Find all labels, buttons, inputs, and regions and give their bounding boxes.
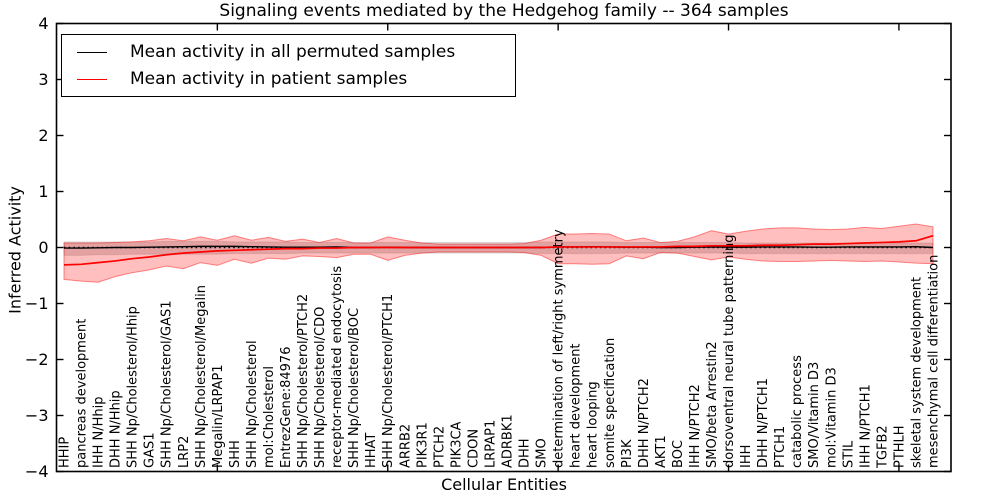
x-tick-label: IHH N/PTCH1 bbox=[858, 384, 873, 468]
x-tick-label: LRP2 bbox=[177, 436, 192, 468]
chart-title: Signaling events mediated by the Hedgeho… bbox=[219, 1, 789, 21]
x-tick-label: TGFB2 bbox=[875, 425, 890, 469]
x-tick-label: PTCH2 bbox=[432, 426, 447, 468]
patient-line-sample bbox=[77, 78, 107, 80]
x-tick-label: heart looping bbox=[586, 381, 601, 468]
x-tick-label: receptor-mediated endocytosis bbox=[330, 266, 345, 468]
y-axis-label: Inferred Activity bbox=[5, 186, 25, 314]
x-tick-label: ADRBK1 bbox=[501, 414, 516, 468]
legend-item-patient: Mean activity in patient samples bbox=[62, 69, 515, 89]
x-tick-label: EntrezGene:84976 bbox=[279, 347, 294, 468]
x-tick-label: PIK3R1 bbox=[415, 422, 430, 468]
x-tick-label: determination of left/right symmetry bbox=[552, 229, 567, 468]
x-tick-label: SHH Np/Cholesterol/Hhip bbox=[126, 306, 141, 468]
x-tick-label: IHH N/PTCH2 bbox=[688, 384, 703, 468]
y-tick-label: 1 bbox=[38, 182, 48, 201]
x-tick-label: HHAT bbox=[364, 433, 379, 468]
x-tick-label: DHH N/PTCH2 bbox=[637, 378, 652, 468]
x-tick-label: SMO/beta Arrestin2 bbox=[705, 341, 720, 468]
x-tick-label: SMO/Vitamin D3 bbox=[807, 362, 822, 468]
y-tick-label: 0 bbox=[38, 238, 48, 257]
x-tick-label: Megalin/LRPAP1 bbox=[211, 364, 226, 468]
x-tick-label: SHH bbox=[228, 440, 243, 468]
x-tick-label: SHH Np/Cholesterol/GAS1 bbox=[160, 300, 175, 468]
permuted-line-sample bbox=[77, 51, 107, 53]
x-tick-label: mesenchymal cell differentiation bbox=[927, 255, 942, 468]
x-tick-label: mol:Vitamin D3 bbox=[824, 367, 839, 468]
x-tick-label: DHH N/PTCH1 bbox=[756, 378, 771, 468]
x-tick-label: GAS1 bbox=[143, 433, 158, 469]
y-tick-label: 2 bbox=[38, 126, 48, 145]
x-tick-label: HHIP bbox=[58, 437, 73, 468]
legend-label-permuted: Mean activity in all permuted samples bbox=[130, 42, 456, 62]
patient-band bbox=[63, 223, 934, 283]
legend-item-permuted: Mean activity in all permuted samples bbox=[62, 42, 515, 62]
x-tick-label: dorsoventral neural tube patterning bbox=[722, 235, 737, 468]
x-tick-label: skeletal system development bbox=[909, 277, 924, 468]
y-tick-label: −4 bbox=[25, 462, 49, 481]
x-tick-label: IHH bbox=[739, 445, 754, 468]
x-tick-label: SHH Np/Cholesterol/CDO bbox=[313, 307, 328, 468]
y-tick-label: 4 bbox=[38, 14, 48, 33]
x-tick-label: catabolic process bbox=[790, 355, 805, 468]
x-tick-label: SMO bbox=[535, 438, 550, 468]
x-tick-label: SHH Np/Cholesterol/PTCH1 bbox=[381, 294, 396, 468]
y-tick-label: −1 bbox=[25, 294, 49, 313]
y-tick-label: −3 bbox=[25, 406, 49, 425]
x-tick-label: AKT1 bbox=[654, 435, 669, 468]
y-tick-label: −2 bbox=[25, 350, 49, 369]
x-tick-label: heart development bbox=[569, 343, 584, 468]
x-tick-label: SHH Np/Cholesterol bbox=[245, 340, 260, 468]
x-tick-label: somite specification bbox=[603, 338, 618, 468]
x-tick-label: PI3K bbox=[620, 439, 635, 468]
x-tick-label: ARRB2 bbox=[398, 424, 413, 468]
x-tick-label: PTCH1 bbox=[773, 426, 788, 468]
x-tick-label: PIK3CA bbox=[449, 421, 464, 468]
y-tick-label: 3 bbox=[38, 70, 48, 89]
x-tick-label: pancreas development bbox=[75, 319, 90, 468]
x-tick-label: STIL bbox=[841, 440, 856, 468]
x-axis-label: Cellular Entities bbox=[441, 475, 567, 494]
x-tick-label: mol:Cholesterol bbox=[262, 366, 277, 468]
patient-mean-line bbox=[63, 234, 934, 266]
legend: Mean activity in all permuted samples Me… bbox=[61, 34, 516, 97]
x-tick-label: IHH N/Hhip bbox=[92, 397, 107, 469]
x-tick-label: DHH N/Hhip bbox=[109, 390, 124, 468]
x-tick-label: DHH bbox=[518, 438, 533, 468]
x-tick-label: BOC bbox=[671, 440, 686, 468]
x-tick-label: CDON bbox=[466, 429, 481, 468]
legend-label-patient: Mean activity in patient samples bbox=[130, 69, 408, 89]
x-tick-label: SHH Np/Cholesterol/BOC bbox=[347, 308, 362, 468]
x-tick-label: SHH Np/Cholesterol/Megalin bbox=[194, 285, 209, 468]
x-tick-label: LRPAP1 bbox=[483, 420, 498, 468]
x-tick-label: PTHLH bbox=[892, 425, 907, 468]
x-tick-label: SHH Np/Cholesterol/PTCH2 bbox=[296, 294, 311, 468]
